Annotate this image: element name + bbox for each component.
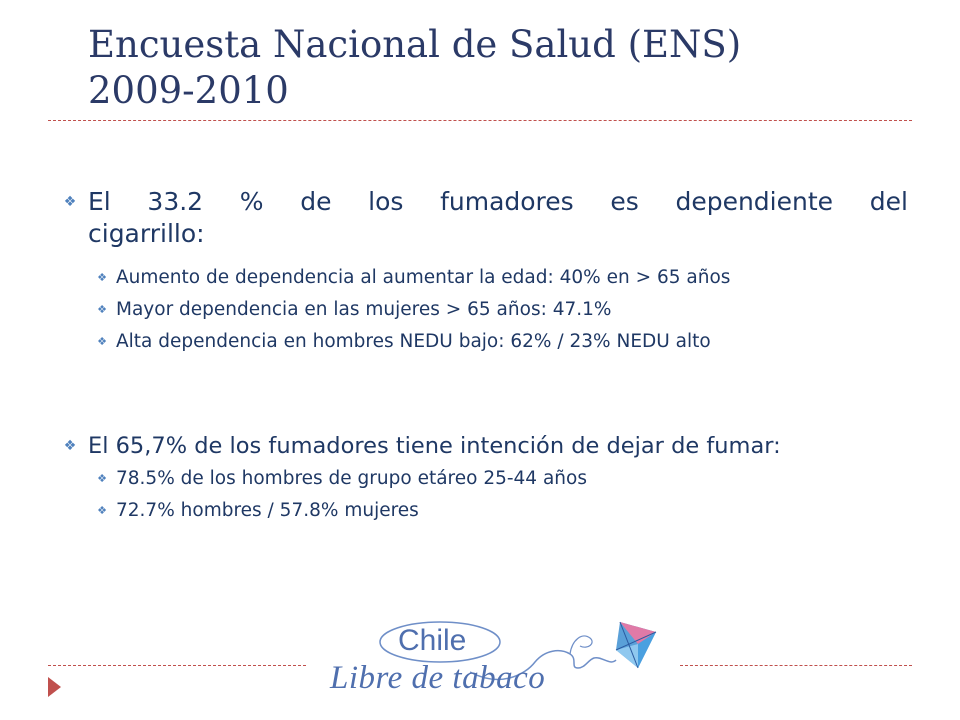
- kite-string-icon: [379, 621, 657, 681]
- sub-bullet-text: Alta dependencia en hombres NEDU bajo: 6…: [116, 331, 711, 352]
- kite-icon: [615, 621, 657, 669]
- diamond-bullet-icon: ❖: [97, 303, 107, 316]
- diamond-bullet-icon: ❖: [63, 194, 77, 210]
- title-line-2: 2009-2010: [88, 69, 289, 112]
- word: El: [88, 187, 111, 216]
- word: es: [610, 187, 639, 216]
- bullet-quit-intention-text: El 65,7% de los fumadores tiene intenció…: [88, 433, 781, 459]
- diamond-bullet-icon: ❖: [97, 472, 107, 485]
- diamond-bullet-icon: ❖: [63, 438, 77, 454]
- word: dependiente: [675, 187, 834, 216]
- chile-libre-de-tabaco-logo: Chile Libre de tabaco: [320, 610, 660, 700]
- play-triangle-icon: [48, 677, 61, 697]
- logo-libre-de-tabaco-text: Libre de tabaco: [330, 660, 546, 696]
- word: 33.2: [147, 187, 204, 216]
- title-line-1: Encuesta Nacional de Salud (ENS): [88, 23, 742, 66]
- sub-bullet: ❖ 72.7% hombres / 57.8% mujeres: [97, 499, 419, 523]
- sub-bullet-text: Aumento de dependencia al aumentar la ed…: [116, 267, 731, 288]
- logo-chile-text: Chile: [398, 624, 467, 657]
- sub-bullet: ❖ Alta dependencia en hombres NEDU bajo:…: [97, 330, 711, 354]
- diamond-bullet-icon: ❖: [97, 504, 107, 517]
- word: del: [869, 187, 908, 216]
- sub-bullet-text: 78.5% de los hombres de grupo etáreo 25-…: [116, 468, 587, 489]
- bullet-quit-intention: ❖ El 65,7% de los fumadores tiene intenc…: [64, 430, 781, 462]
- word: fumadores: [440, 187, 574, 216]
- sub-bullet-text: 72.7% hombres / 57.8% mujeres: [116, 500, 419, 521]
- word: %: [239, 187, 264, 216]
- title-divider: [48, 120, 912, 121]
- word: de: [300, 187, 332, 216]
- sub-bullet: ❖ 78.5% de los hombres de grupo etáreo 2…: [97, 467, 587, 491]
- bullet-dependence-line-2: cigarrillo:: [88, 219, 205, 248]
- sub-bullet: ❖ Aumento de dependencia al aumentar la …: [97, 266, 731, 290]
- footer-divider-left: [48, 665, 306, 666]
- bullet-dependence: ❖ El 33.2 % de los fumadores es dependie…: [64, 186, 908, 250]
- sub-bullet-text: Mayor dependencia en las mujeres > 65 añ…: [116, 299, 612, 320]
- word: los: [368, 187, 404, 216]
- bullet-dependence-line-1: El 33.2 % de los fumadores es dependient…: [88, 186, 908, 218]
- diamond-bullet-icon: ❖: [97, 335, 107, 348]
- diamond-bullet-icon: ❖: [97, 271, 107, 284]
- footer-divider-right: [680, 665, 912, 666]
- sub-bullet: ❖ Mayor dependencia en las mujeres > 65 …: [97, 298, 612, 322]
- slide-title: Encuesta Nacional de Salud (ENS) 2009-20…: [88, 22, 908, 114]
